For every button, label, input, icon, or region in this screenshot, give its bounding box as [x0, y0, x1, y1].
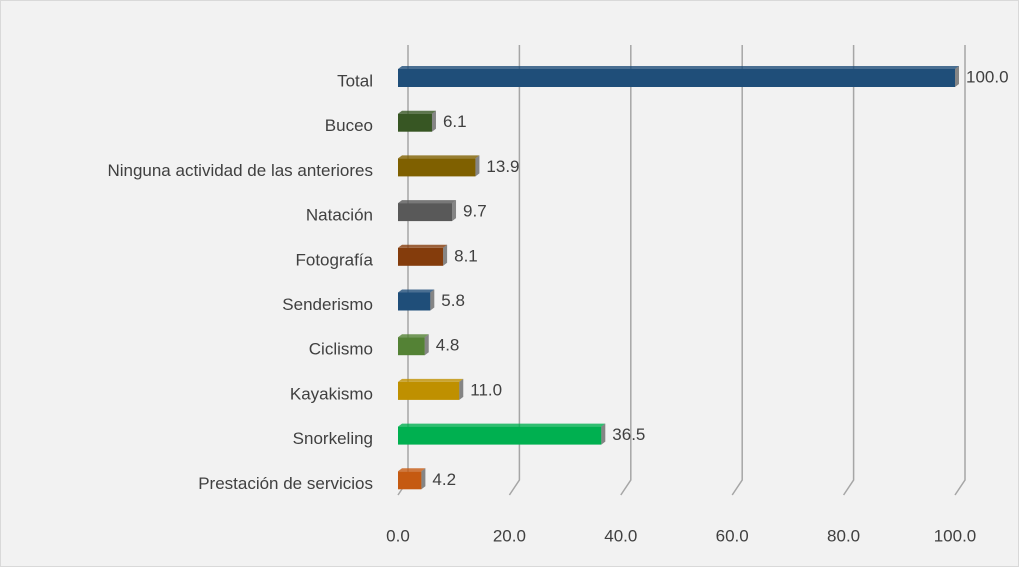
y-tick-label: Senderismo — [282, 295, 373, 314]
bar — [398, 69, 955, 87]
bar — [398, 247, 444, 266]
value-label: 8.1 — [454, 246, 478, 265]
bar-side — [424, 334, 429, 356]
y-tick-label: Ninguna actividad de las anteriores — [107, 161, 373, 180]
bar-side — [459, 378, 464, 400]
bar-side — [955, 66, 959, 87]
bar-top — [398, 289, 435, 293]
grid-line — [620, 45, 632, 496]
bar-side — [421, 468, 426, 490]
value-label: 36.5 — [612, 425, 645, 444]
bar-side — [475, 155, 480, 177]
y-tick-label: Snorkeling — [293, 429, 373, 448]
bar — [398, 471, 422, 490]
bar-side — [430, 289, 435, 311]
bar — [398, 113, 432, 132]
bar-side — [431, 110, 436, 132]
bar-top — [398, 66, 959, 69]
bar — [398, 158, 476, 177]
bar — [398, 292, 431, 311]
value-label: 100.0 — [966, 67, 1009, 86]
value-label: 9.7 — [463, 202, 487, 221]
bar — [398, 426, 602, 445]
y-tick-label: Buceo — [325, 116, 373, 135]
grid-line — [731, 45, 743, 496]
value-label: 13.9 — [486, 157, 519, 176]
value-label: 4.2 — [432, 470, 456, 489]
grid-line — [508, 45, 521, 496]
grid-line — [842, 45, 855, 496]
value-label: 6.1 — [443, 112, 467, 131]
bar-top — [398, 334, 429, 338]
x-tick-label: 100.0 — [934, 526, 977, 545]
value-label: 11.0 — [470, 380, 502, 399]
bar-top — [398, 244, 448, 248]
bar — [398, 337, 425, 356]
grid-line — [954, 45, 966, 496]
y-tick-label: Natación — [306, 206, 373, 225]
bar-side — [443, 244, 448, 266]
bar — [398, 203, 453, 222]
x-tick-label: 60.0 — [716, 526, 749, 545]
x-tick-label: 0.0 — [386, 526, 410, 545]
bar — [398, 381, 460, 400]
bar-top — [398, 423, 606, 427]
x-tick-label: 80.0 — [827, 526, 860, 545]
x-tick-label: 40.0 — [604, 526, 637, 545]
y-tick-label: Total — [337, 71, 373, 90]
bar-top — [398, 200, 457, 204]
bar-top — [398, 155, 480, 159]
value-label: 5.8 — [441, 291, 465, 310]
x-tick-label: 20.0 — [493, 526, 526, 545]
bar-side — [601, 423, 606, 445]
bar-top — [398, 378, 464, 382]
y-tick-label: Ciclismo — [309, 340, 373, 359]
bar-side — [452, 200, 457, 222]
y-tick-label: Prestación de servicios — [198, 474, 373, 493]
y-tick-label: Kayakismo — [290, 384, 373, 403]
bar-top — [398, 468, 426, 472]
value-label: 4.8 — [436, 336, 460, 355]
bar-top — [398, 110, 436, 114]
y-tick-label: Fotografía — [296, 250, 374, 269]
